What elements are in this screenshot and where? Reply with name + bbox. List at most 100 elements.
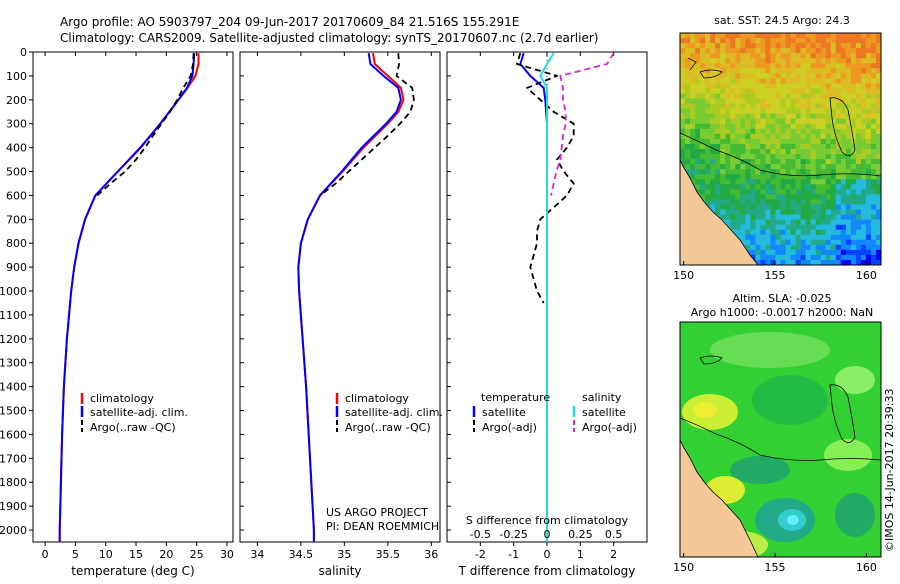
sst-cell [775, 154, 781, 160]
sst-cell [730, 93, 736, 99]
sst-cell [710, 68, 716, 74]
sst-cell [785, 164, 791, 170]
sst-cell [740, 224, 746, 230]
sst-cell [810, 164, 816, 170]
sst-cell [860, 174, 867, 180]
sst-cell [765, 259, 771, 265]
sst-cell [770, 214, 776, 220]
sst-cell [800, 48, 806, 54]
difference-panel: -2 -1 0 1 2 [446, 51, 648, 561]
sst-cell [745, 128, 751, 135]
sst-cell [720, 164, 726, 170]
sla-blob [693, 402, 717, 418]
sst-cell [695, 184, 701, 190]
sst-cell [700, 123, 706, 130]
sst-cell [690, 113, 696, 120]
sst-cell [760, 234, 766, 241]
sst-cell [735, 229, 741, 236]
sst-cell [790, 244, 796, 251]
sst-cell [745, 93, 751, 99]
sst-cell [820, 113, 827, 120]
sst-cell [765, 143, 771, 150]
sst-cell [770, 108, 776, 114]
sst-cell [695, 174, 701, 180]
sst-cell [685, 53, 691, 59]
sst-cell [720, 128, 726, 135]
sst-cell [705, 63, 711, 69]
sst-cell [800, 214, 806, 220]
sst-cell [695, 118, 701, 125]
sst-cell [700, 98, 706, 104]
sst-cell [865, 224, 872, 230]
sst-cell [740, 108, 746, 114]
sst-cell [845, 244, 852, 251]
legend-label: satellite-adj. clim. [90, 406, 188, 419]
sst-cell [780, 234, 786, 241]
sst-cell [865, 138, 872, 145]
sst-cell [730, 133, 736, 140]
sst-cell [685, 123, 691, 130]
sst-cell [810, 229, 816, 236]
sst-cell [770, 128, 776, 135]
sst-cell [750, 113, 756, 120]
x-tick-label: 34.5 [289, 548, 314, 561]
sst-cell [820, 154, 827, 160]
sst-cell [845, 159, 852, 165]
sst-cell [725, 48, 731, 54]
sst-cell [750, 254, 756, 261]
sst-cell [720, 169, 726, 175]
sst-cell [680, 88, 686, 94]
sst-cell [750, 38, 756, 44]
sst-cell [695, 103, 701, 109]
s-diff-ticks: -0.5 -0.25 0 0.25 0.5 [470, 528, 623, 541]
sst-cell [870, 254, 877, 261]
sst-cell [685, 128, 691, 135]
sst-cell [705, 133, 711, 140]
sst-cell [800, 229, 806, 236]
x-tick-label: 35 [337, 548, 351, 561]
sst-cell [870, 143, 877, 150]
sst-cell [850, 194, 857, 200]
sst-cell [730, 63, 736, 69]
sst-cell [760, 254, 766, 261]
depth-tick-label: 1200 [0, 333, 27, 346]
sst-cell [845, 149, 852, 155]
sst-cell [710, 78, 716, 84]
sst-cell [735, 108, 741, 114]
sst-cell [700, 33, 706, 39]
sst-cell [800, 174, 806, 180]
sst-cell [705, 189, 711, 195]
sst-cell [765, 53, 771, 59]
sst-cell [840, 78, 847, 84]
sst-cell [770, 199, 776, 205]
sst-cell [835, 219, 842, 225]
sst-cell [815, 33, 821, 39]
sst-cell [825, 68, 832, 74]
sst-cell [875, 204, 881, 210]
sst-cell [850, 113, 857, 120]
sst-cell [685, 48, 691, 54]
sst-cell [840, 83, 847, 89]
sst-cell [870, 154, 877, 160]
sst-cell [680, 149, 686, 155]
sst-cell [780, 204, 786, 210]
sst-cell [710, 174, 716, 180]
sst-cell [775, 229, 781, 236]
sst-cell [870, 38, 877, 44]
sst-cell [735, 184, 741, 190]
sst-cell [740, 38, 746, 44]
sst-cell [830, 113, 837, 120]
sst-cell [755, 249, 761, 256]
sst-cell [850, 179, 857, 185]
sst-cell [870, 138, 877, 145]
sst-cell [750, 83, 756, 89]
sst-cell [840, 239, 847, 246]
sst-cell [800, 78, 806, 84]
sst-cell [845, 98, 852, 104]
sst-cell [725, 149, 731, 155]
sst-cell [745, 103, 751, 109]
sst-cell [850, 239, 857, 246]
sst-cell [750, 103, 756, 109]
sst-cell [740, 98, 746, 104]
sst-cell [770, 33, 776, 39]
